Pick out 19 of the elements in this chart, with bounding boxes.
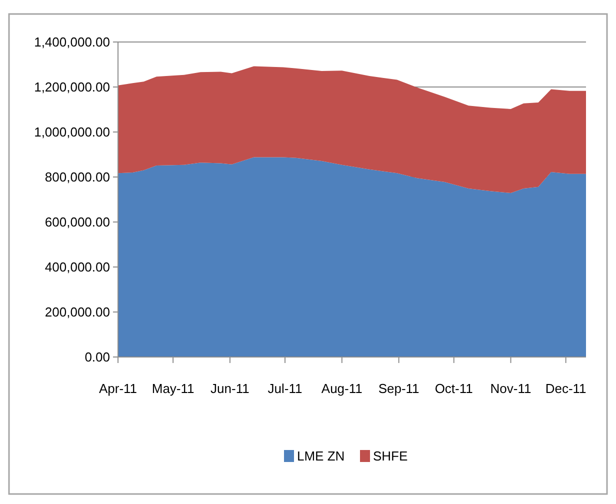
x-tick-label: Sep-11 xyxy=(378,381,420,396)
y-tick-label: 200,000.00 xyxy=(44,304,110,320)
x-tick-label: Nov-11 xyxy=(490,381,532,396)
x-tick-label: Oct-11 xyxy=(434,381,473,396)
x-tick-label: Aug-11 xyxy=(321,381,362,396)
x-tick-label: Jun-11 xyxy=(210,381,250,396)
x-tick-label: May-11 xyxy=(152,381,194,396)
x-tick-label: Dec-11 xyxy=(545,381,586,396)
x-tick-label: Jul-11 xyxy=(268,381,302,396)
y-tick-label: 400,000.00 xyxy=(44,260,110,275)
y-tick-label: 0.00 xyxy=(84,350,110,365)
legend-label: LME ZN xyxy=(297,448,345,464)
y-tick-label: 600,000.00 xyxy=(44,214,110,230)
x-tick-label: Apr-11 xyxy=(98,381,138,396)
legend-label: SHFE xyxy=(373,448,408,464)
y-tick-label: 1,200,000.00 xyxy=(34,80,110,95)
y-tick-label: 800,000.00 xyxy=(44,170,110,185)
y-tick-label: 1,000,000.00 xyxy=(34,124,110,140)
y-tick-label: 1,400,000.00 xyxy=(34,34,110,50)
